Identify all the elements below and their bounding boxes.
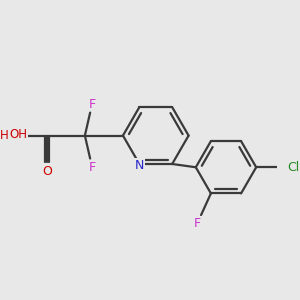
Text: N: N (135, 159, 144, 172)
Text: O: O (42, 164, 52, 178)
Text: F: F (89, 98, 96, 111)
Text: Cl: Cl (287, 161, 300, 174)
Text: F: F (89, 160, 96, 174)
Text: H: H (0, 129, 8, 142)
Text: F: F (194, 217, 201, 230)
Text: OH: OH (9, 128, 27, 141)
